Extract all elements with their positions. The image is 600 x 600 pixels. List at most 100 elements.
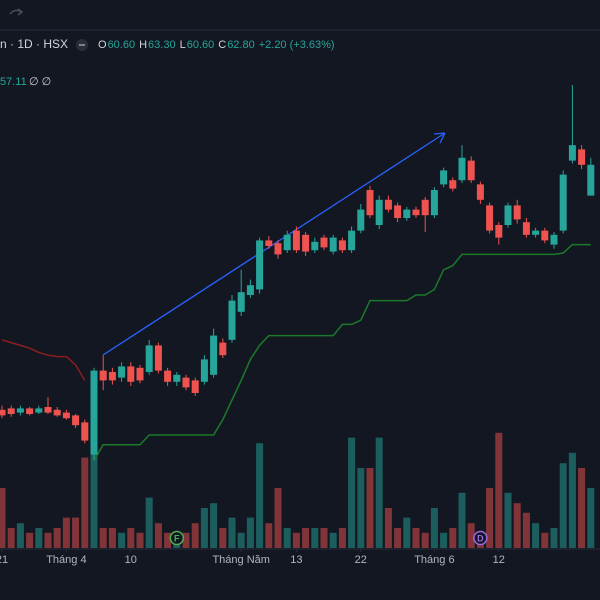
candle-body [394,205,402,218]
x-tick-label: 22 [355,554,367,566]
candle-body [228,300,236,340]
candle-body [26,408,34,414]
volume-bar [320,528,328,548]
candle-body [504,205,512,225]
volume-bar [154,523,162,548]
volume-bar [578,468,586,548]
candle-body [495,225,503,238]
candle-body [292,230,300,251]
field-value: 62.80 [227,39,255,51]
volume-bar [338,528,346,548]
volume-bar [311,528,319,548]
candle-body [384,199,392,210]
volume-bar [62,517,70,548]
volume-bar [81,457,89,548]
volume-bar [449,528,457,548]
volume-bar [504,492,512,548]
volume-bar [486,488,494,548]
volume-bar [44,532,52,548]
candle-body [329,237,337,252]
volume-bar [329,532,337,548]
candle-body [53,409,61,416]
candle-body [587,164,595,196]
change: +2.20 (+3.63%) [259,39,335,51]
candle-body [541,230,549,241]
volume-bar [35,528,43,548]
candle-body [532,230,540,235]
candle-body [578,149,586,165]
volume-bar [191,523,199,548]
candle-body [449,180,457,189]
candle-body [219,342,227,356]
volume-bar [108,528,116,548]
indicator-icons: ∅ ∅ [29,76,51,88]
event-label: F [174,533,180,543]
candle-body [440,170,448,185]
candle-body [458,157,466,181]
volume-bar [145,497,153,548]
volume-bar [458,492,466,548]
volume-bar [348,437,356,548]
candle-body [44,407,52,413]
candle-body [108,372,116,381]
candle-body [90,370,98,455]
redo-icon[interactable] [9,8,24,16]
candle-body [421,199,429,216]
candle-body [486,205,494,231]
candle-body [559,174,567,231]
volume-bar [99,528,107,548]
candle-body [568,145,576,161]
field-value: 60.60 [108,39,136,51]
trend-arrow [102,132,446,356]
volume-bar [403,517,411,548]
volume-bar [440,532,448,548]
x-tick-label: Tháng Năm [212,554,269,566]
volume-bar [522,512,530,548]
candle-body [256,240,264,290]
volume-bar [26,532,34,548]
candle-body [302,234,310,252]
candle-body [7,408,15,414]
candle-body [62,412,70,419]
candle-body [430,190,438,216]
candle-body [0,409,6,416]
volume-bar [72,517,80,548]
candle-body [200,359,208,382]
x-tick-label: Tháng 6 [414,554,454,566]
volume-bar [357,468,365,548]
volume-bar [568,452,576,548]
volume-bar [283,528,291,548]
candle-body [173,374,181,382]
x-tick-label: 21 [0,554,8,566]
field-key: O [98,39,107,51]
indicator-line [93,243,591,461]
candle-body [145,345,153,372]
volume-bar [7,528,15,548]
volume-bar [587,488,595,548]
arrow-head [433,132,446,144]
volume-bar [118,532,126,548]
volume-bar [16,523,24,548]
volume-bar [412,528,420,548]
candle-body [81,422,89,441]
volume-bar [495,432,503,548]
volume-bar [265,523,273,548]
volume-bar [274,488,282,548]
volume-bar [256,443,264,548]
candle-body [154,345,162,371]
candle-body [283,234,291,251]
volume-bar [200,508,208,548]
volume-bar [550,528,558,548]
candle-body [522,222,530,235]
candle-body [311,241,319,251]
volume-bar [375,437,383,548]
candle-body [476,184,484,200]
volume-bar [467,523,475,548]
indicator-line [1,339,86,381]
candle-body [237,292,245,312]
candle-body [338,240,346,251]
event-marker [473,530,488,546]
volume-bar [0,488,6,548]
candle-body [210,335,218,375]
